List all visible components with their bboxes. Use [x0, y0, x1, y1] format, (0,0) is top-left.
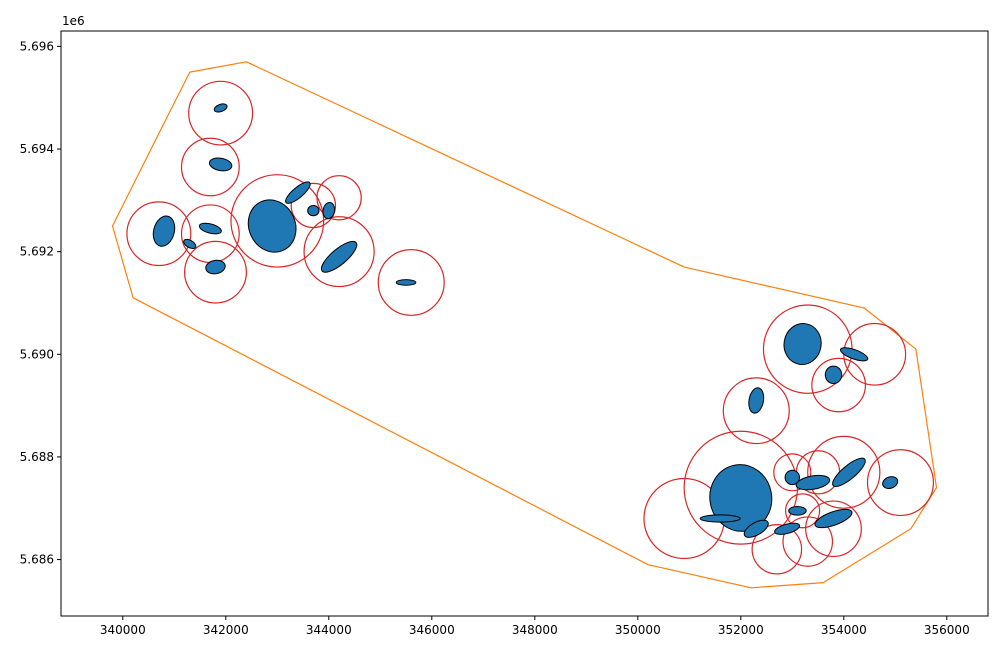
- buffer-zone: [805, 500, 862, 558]
- x-tick-label: 340000: [100, 623, 146, 637]
- lake-polygon: [788, 505, 807, 516]
- lake-polygon: [774, 522, 801, 535]
- y-offset-label: 1e6: [62, 14, 85, 28]
- lake-polygon: [183, 238, 197, 250]
- x-tick-label: 346000: [409, 623, 455, 637]
- lake-polygon: [307, 204, 320, 217]
- lake-polygon: [198, 222, 222, 235]
- y-axis: 5.686 5.688 5.690 5.692 5.694 5.696: [20, 39, 61, 567]
- y-tick-label: 5.688: [20, 450, 54, 464]
- lake-polygon: [882, 476, 899, 490]
- lake-polygon: [320, 240, 358, 273]
- lake-polygon: [832, 457, 866, 488]
- lake-polygon: [814, 508, 853, 529]
- buffer-zone: [303, 216, 375, 288]
- buffer-zone: [184, 240, 248, 304]
- lake-polygon: [783, 323, 822, 365]
- lake-polygon: [748, 387, 765, 414]
- lake-polygon: [699, 514, 741, 523]
- plot-frame: [60, 30, 989, 617]
- y-tick-label: 5.694: [20, 142, 54, 156]
- buffer-zone: [188, 80, 254, 146]
- lake-polygon: [152, 215, 176, 247]
- x-tick-label: 344000: [306, 623, 352, 637]
- x-tick-label: 342000: [203, 623, 249, 637]
- lake-polygon: [213, 103, 228, 113]
- buffer-zone: [811, 357, 867, 413]
- x-tick-label: 350000: [615, 623, 661, 637]
- x-axis: 340000 342000 344000 346000 348000 350000 3520…: [100, 616, 970, 637]
- y-tick-label: 5.692: [20, 245, 54, 259]
- buffer-zone: [773, 453, 812, 492]
- lake-polygon: [208, 157, 233, 172]
- buffer-zone: [866, 449, 935, 517]
- lake-polygon: [322, 201, 336, 220]
- x-tick-label: 348000: [512, 623, 558, 637]
- y-tick-label: 5.686: [20, 553, 54, 567]
- plot-layer: [111, 61, 938, 589]
- x-tick-label: 354000: [821, 623, 867, 637]
- lake-polygon: [205, 259, 226, 275]
- buffer-zone: [751, 524, 803, 575]
- lake-polygon: [395, 279, 417, 286]
- buffer-zone: [126, 201, 192, 267]
- y-tick-label: 5.690: [20, 347, 54, 361]
- buffer-zone: [807, 435, 881, 509]
- lake-polygon: [247, 199, 297, 253]
- buffer-zone: [377, 249, 445, 316]
- x-tick-label: 352000: [718, 623, 764, 637]
- lake-polygon: [795, 474, 831, 491]
- y-tick-label: 5.696: [20, 39, 54, 53]
- lake-polygon: [784, 469, 801, 486]
- convex-hull-outline: [111, 61, 938, 589]
- buffer-zone: [722, 377, 790, 445]
- lake-polygon: [285, 181, 311, 204]
- lake-polygon: [743, 519, 769, 538]
- lake-polygon: [824, 365, 843, 385]
- x-tick-label: 356000: [924, 623, 970, 637]
- lake-polygon: [839, 347, 869, 362]
- buffer-zone: [316, 175, 362, 221]
- buffer-zone: [180, 137, 240, 197]
- buffer-zone: [785, 493, 821, 529]
